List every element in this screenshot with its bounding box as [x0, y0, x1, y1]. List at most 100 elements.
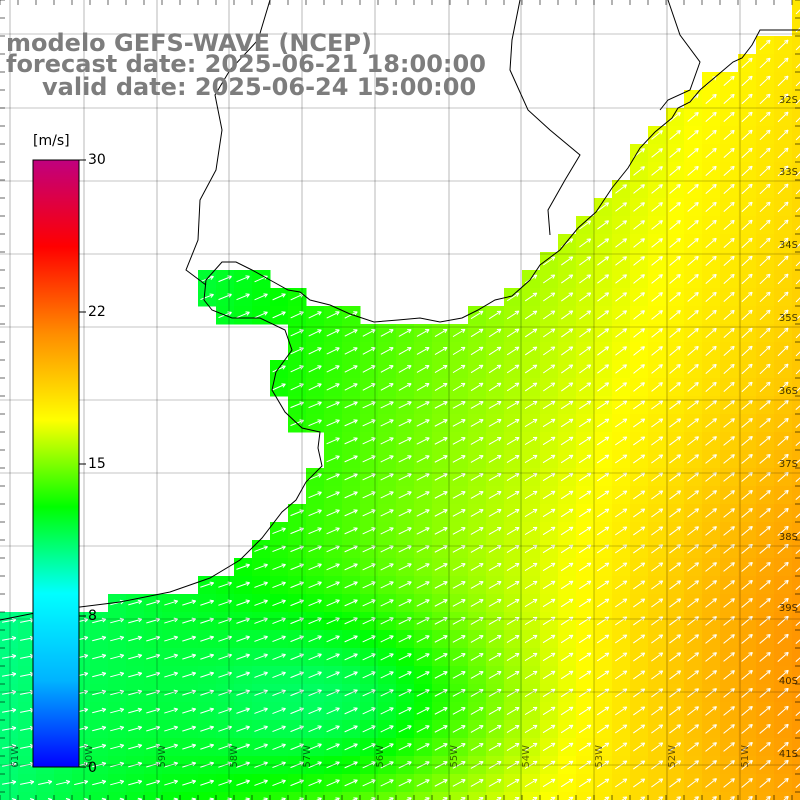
- wind-cell: [792, 396, 800, 415]
- wind-arrow: [272, 563, 286, 571]
- wind-arrow: [470, 599, 484, 607]
- lat-label-36s: 36S: [778, 386, 798, 397]
- wind-arrow: [290, 743, 304, 751]
- wind-cell: [396, 792, 415, 800]
- wind-arrow: [651, 130, 663, 140]
- wind-arrow: [687, 129, 699, 140]
- wind-arrow: [452, 563, 466, 571]
- wind-arrow: [687, 327, 699, 338]
- wind-arrow: [633, 544, 646, 554]
- wind-arrow: [182, 743, 197, 750]
- wind-arrow: [506, 454, 520, 463]
- wind-arrow: [614, 400, 628, 410]
- wind-arrow: [777, 705, 789, 716]
- wind-arrow: [488, 310, 502, 320]
- wind-arrow: [506, 562, 520, 571]
- wind-arrow: [262, 797, 268, 800]
- wind-arrow: [687, 381, 699, 392]
- wind-arrow: [344, 761, 358, 769]
- wind-arrow: [326, 491, 340, 499]
- wind-arrow: [506, 508, 520, 517]
- wind-arrow: [524, 598, 538, 608]
- wind-arrow: [398, 563, 412, 571]
- wind-arrow: [741, 273, 753, 285]
- wind-arrow: [614, 724, 628, 734]
- wind-arrow: [596, 598, 610, 608]
- lon-label-61w: 61W: [10, 745, 21, 768]
- wind-arrow: [398, 599, 412, 607]
- wind-arrow: [687, 598, 700, 608]
- wind-arrow: [380, 509, 394, 517]
- wind-arrow: [560, 670, 574, 680]
- wind-arrow: [398, 779, 412, 787]
- wind-cell: [126, 792, 145, 800]
- wind-arrow: [416, 563, 430, 571]
- wind-arrow: [470, 707, 484, 715]
- wind-arrow: [362, 617, 376, 625]
- wind-arrow: [777, 399, 789, 410]
- wind-arrow: [470, 581, 484, 589]
- wind-arrow: [759, 471, 771, 482]
- wind-arrow: [741, 327, 753, 339]
- wind-arrow: [777, 417, 789, 428]
- wind-arrow: [11, 797, 17, 800]
- wind-arrow: [326, 473, 340, 481]
- wind-arrow: [614, 418, 628, 428]
- wind-arrow: [687, 742, 700, 752]
- wind-arrow: [723, 273, 735, 285]
- wind-arrow: [596, 724, 610, 734]
- wind-arrow: [777, 687, 789, 698]
- wind-arrow: [344, 383, 358, 391]
- wind-arrow: [524, 544, 538, 554]
- wind-arrow: [308, 365, 322, 373]
- wind-arrow: [578, 526, 592, 536]
- wind-arrow: [777, 615, 789, 626]
- wind-arrow: [759, 129, 771, 141]
- wind-arrow: [723, 580, 735, 590]
- wind-arrow: [470, 455, 484, 463]
- wind-arrow: [578, 688, 592, 698]
- wind-arrow: [741, 688, 753, 698]
- wind-arrow: [723, 706, 735, 716]
- wind-arrow: [146, 599, 161, 606]
- lat-label-40s: 40S: [778, 676, 798, 687]
- wind-arrow: [326, 347, 340, 355]
- wind-arrow: [777, 543, 789, 554]
- wind-arrow: [741, 201, 753, 213]
- wind-arrow: [578, 670, 592, 680]
- wind-arrow: [416, 383, 430, 391]
- lon-label-52w: 52W: [667, 745, 678, 768]
- wind-arrow: [488, 473, 502, 481]
- wind-arrow: [506, 526, 520, 535]
- wind-arrow: [614, 490, 628, 500]
- wind-arrow: [705, 598, 717, 608]
- wind-arrow: [272, 779, 286, 787]
- wind-arrow: [705, 93, 717, 104]
- wind-arrow: [597, 364, 610, 374]
- wind-arrow: [777, 165, 789, 177]
- wind-cell: [72, 792, 91, 800]
- wind-arrow: [633, 202, 645, 212]
- wind-arrow: [362, 383, 376, 391]
- wind-arrow: [326, 455, 340, 463]
- wind-arrow: [615, 328, 628, 338]
- wind-arrow: [741, 580, 753, 590]
- wind-arrow: [506, 400, 520, 409]
- wind-arrow: [524, 688, 538, 698]
- wind-arrow: [723, 111, 735, 123]
- wind-arrow: [416, 689, 430, 697]
- wind-arrow: [254, 311, 268, 319]
- wind-arrow: [488, 509, 502, 517]
- wind-arrow: [362, 419, 376, 427]
- wind-arrow: [110, 707, 125, 714]
- wind-arrow: [741, 255, 753, 267]
- wind-arrow: [759, 435, 771, 446]
- wind-arrow: [182, 707, 197, 714]
- wind-cell: [612, 792, 631, 800]
- wind-arrow: [506, 364, 520, 374]
- wind-arrow: [182, 617, 197, 624]
- wind-arrow: [416, 599, 430, 607]
- uruguay-river-border: [185, 0, 271, 286]
- wind-arrow: [723, 724, 735, 734]
